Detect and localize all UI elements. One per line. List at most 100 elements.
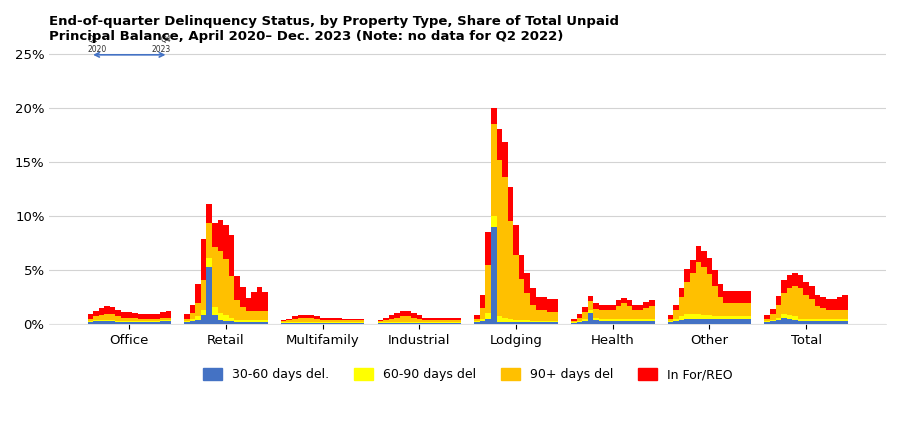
Bar (450, 323, 456, 324)
Bar (251, 322, 257, 324)
Bar (615, 300, 621, 306)
Bar (234, 320, 240, 322)
Bar (405, 323, 411, 324)
Bar (643, 319, 649, 321)
Bar (508, 322, 514, 324)
Bar (627, 319, 633, 321)
Bar (257, 287, 262, 311)
Bar (610, 319, 615, 321)
Bar (378, 321, 383, 322)
Bar (121, 318, 126, 321)
Bar (678, 288, 685, 297)
Bar (110, 314, 115, 320)
Bar (132, 318, 138, 321)
Bar (605, 321, 610, 324)
Bar (593, 303, 599, 309)
Bar (605, 304, 610, 310)
Bar (524, 293, 530, 320)
Bar (491, 108, 496, 124)
Bar (633, 321, 638, 324)
Bar (627, 306, 633, 319)
Bar (154, 319, 160, 321)
Bar (206, 223, 212, 258)
Bar (331, 318, 337, 320)
Bar (701, 251, 706, 267)
Bar (166, 318, 171, 320)
Bar (245, 322, 251, 324)
Bar (718, 284, 724, 297)
Bar (309, 322, 314, 323)
Bar (262, 311, 268, 320)
Bar (809, 286, 815, 299)
Bar (809, 319, 815, 321)
Bar (456, 323, 461, 324)
Bar (474, 322, 480, 324)
Bar (718, 297, 724, 316)
Bar (400, 322, 405, 323)
Bar (519, 255, 524, 279)
Bar (787, 319, 792, 324)
Bar (770, 314, 776, 320)
Bar (787, 316, 792, 319)
Bar (400, 311, 405, 316)
Bar (218, 320, 223, 324)
Bar (456, 318, 461, 320)
Bar (577, 322, 582, 324)
Bar (571, 319, 577, 321)
Bar (342, 319, 348, 320)
Bar (353, 320, 359, 322)
Bar (842, 319, 848, 321)
Bar (764, 322, 770, 324)
Bar (491, 124, 496, 216)
Bar (314, 316, 320, 319)
Bar (837, 297, 842, 310)
Bar (740, 291, 746, 303)
Bar (353, 322, 359, 323)
Bar (405, 311, 411, 316)
Bar (206, 258, 212, 267)
Bar (673, 304, 678, 310)
Bar (411, 318, 416, 322)
Bar (292, 323, 297, 324)
Bar (143, 322, 149, 324)
Bar (764, 319, 770, 321)
Bar (405, 322, 411, 323)
Bar (304, 322, 309, 323)
Bar (98, 308, 105, 316)
Bar (201, 280, 206, 310)
Bar (582, 321, 587, 324)
Bar (388, 316, 395, 319)
Bar (115, 322, 121, 324)
Bar (514, 255, 519, 320)
Text: Q1
2020: Q1 2020 (87, 35, 106, 54)
Bar (348, 319, 353, 320)
Bar (480, 295, 486, 308)
Bar (649, 319, 655, 321)
Bar (439, 318, 444, 320)
Bar (696, 263, 701, 314)
Bar (257, 311, 262, 320)
Bar (245, 298, 251, 311)
Bar (383, 322, 388, 323)
Bar (411, 313, 416, 318)
Bar (325, 322, 331, 323)
Bar (792, 320, 797, 324)
Bar (240, 307, 245, 320)
Bar (547, 321, 552, 322)
Bar (706, 319, 713, 324)
Bar (706, 316, 713, 319)
Bar (251, 311, 257, 320)
Bar (304, 316, 309, 318)
Bar (486, 265, 491, 313)
Bar (599, 304, 605, 310)
Bar (535, 297, 542, 310)
Bar (842, 321, 848, 324)
Bar (342, 322, 348, 323)
Bar (337, 323, 342, 324)
Bar (502, 177, 508, 318)
Bar (582, 307, 587, 312)
Bar (348, 323, 353, 324)
Bar (201, 239, 206, 280)
Bar (439, 323, 444, 324)
Bar (740, 316, 746, 319)
